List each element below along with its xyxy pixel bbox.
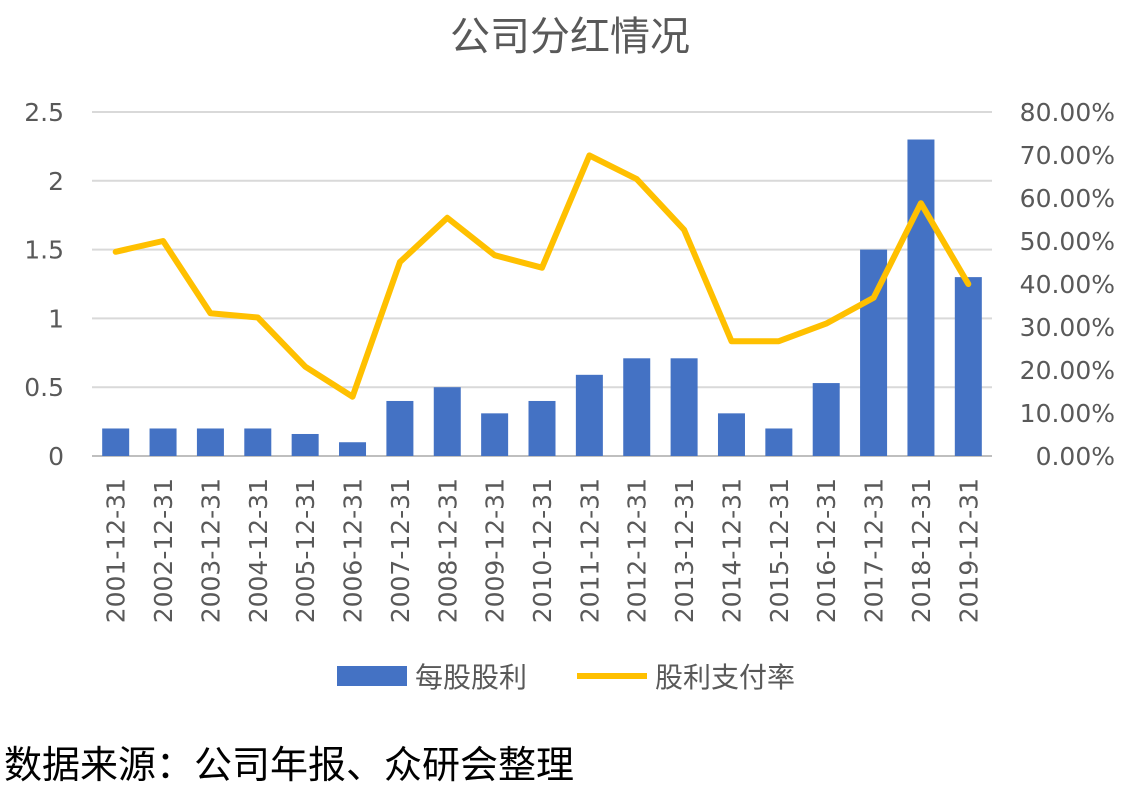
source-note: 数据来源：公司年报、众研会整理 <box>4 734 574 789</box>
bar <box>244 428 271 456</box>
x-tick-label: 2013-12-31 <box>670 478 699 623</box>
right-tick-label: 0.00% <box>1036 442 1115 471</box>
legend-label-dividend: 每股股利 <box>415 661 527 694</box>
legend-swatch-dividend <box>337 666 407 686</box>
chart: 公司分红情况 0 0.5 1 1.5 2 2.5 0.00% 10.00% 20.00% 30.… <box>0 0 1133 730</box>
right-axis-ticks: 0.00% 10.00% 20.00% 30.00% 40.00% 50.00% 60.00… <box>1020 98 1115 471</box>
chart-title: 公司分红情况 <box>450 14 690 60</box>
x-tick-label: 2007-12-31 <box>386 478 415 623</box>
x-tick-label: 2012-12-31 <box>623 478 652 623</box>
x-tick-label: 2017-12-31 <box>860 478 889 623</box>
bar <box>813 383 840 456</box>
left-tick-label: 2.5 <box>24 98 64 127</box>
bar <box>292 434 319 456</box>
right-tick-label: 80.00% <box>1020 98 1115 127</box>
left-tick-label: 1 <box>48 304 64 333</box>
right-tick-label: 20.00% <box>1020 356 1115 385</box>
bar-series <box>102 140 982 456</box>
x-tick-label: 2018-12-31 <box>907 478 936 623</box>
legend: 每股股利 股利支付率 <box>337 661 795 694</box>
x-tick-label: 2011-12-31 <box>575 478 604 623</box>
x-tick-label: 2010-12-31 <box>528 478 557 623</box>
x-tick-label: 2002-12-31 <box>149 478 178 623</box>
left-tick-label: 1.5 <box>24 236 64 265</box>
right-tick-label: 10.00% <box>1020 399 1115 428</box>
bar <box>481 413 508 456</box>
right-tick-label: 70.00% <box>1020 141 1115 170</box>
bar <box>623 358 650 456</box>
x-tick-label: 2016-12-31 <box>812 478 841 623</box>
bar <box>339 442 366 456</box>
x-axis-ticks: 2001-12-31 2002-12-31 2003-12-31 2004-12-31… <box>102 478 984 623</box>
left-tick-label: 0 <box>48 442 64 471</box>
right-tick-label: 60.00% <box>1020 184 1115 213</box>
bar <box>529 401 556 456</box>
bar <box>907 140 934 456</box>
left-axis-ticks: 0 0.5 1 1.5 2 2.5 <box>24 98 64 471</box>
bar <box>386 401 413 456</box>
line-series <box>116 155 969 396</box>
bar <box>576 375 603 456</box>
bar <box>197 428 224 456</box>
x-tick-label: 2008-12-31 <box>433 478 462 623</box>
right-tick-label: 30.00% <box>1020 313 1115 342</box>
x-tick-label: 2019-12-31 <box>954 478 983 623</box>
x-tick-label: 2005-12-31 <box>291 478 320 623</box>
right-tick-label: 50.00% <box>1020 227 1115 256</box>
bar <box>671 358 698 456</box>
bar <box>150 428 177 456</box>
x-tick-label: 2015-12-31 <box>765 478 794 623</box>
legend-label-payout: 股利支付率 <box>655 661 795 694</box>
x-tick-label: 2004-12-31 <box>244 478 273 623</box>
bar <box>718 413 745 456</box>
bar <box>955 277 982 456</box>
left-tick-label: 2 <box>48 167 64 196</box>
x-tick-label: 2006-12-31 <box>339 478 368 623</box>
x-tick-label: 2003-12-31 <box>196 478 225 623</box>
bar <box>765 428 792 456</box>
x-tick-label: 2001-12-31 <box>102 478 131 623</box>
bar <box>102 428 129 456</box>
line-path <box>116 155 969 396</box>
right-tick-label: 40.00% <box>1020 270 1115 299</box>
bar <box>434 387 461 456</box>
x-tick-label: 2014-12-31 <box>717 478 746 623</box>
x-tick-label: 2009-12-31 <box>481 478 510 623</box>
left-tick-label: 0.5 <box>24 373 64 402</box>
